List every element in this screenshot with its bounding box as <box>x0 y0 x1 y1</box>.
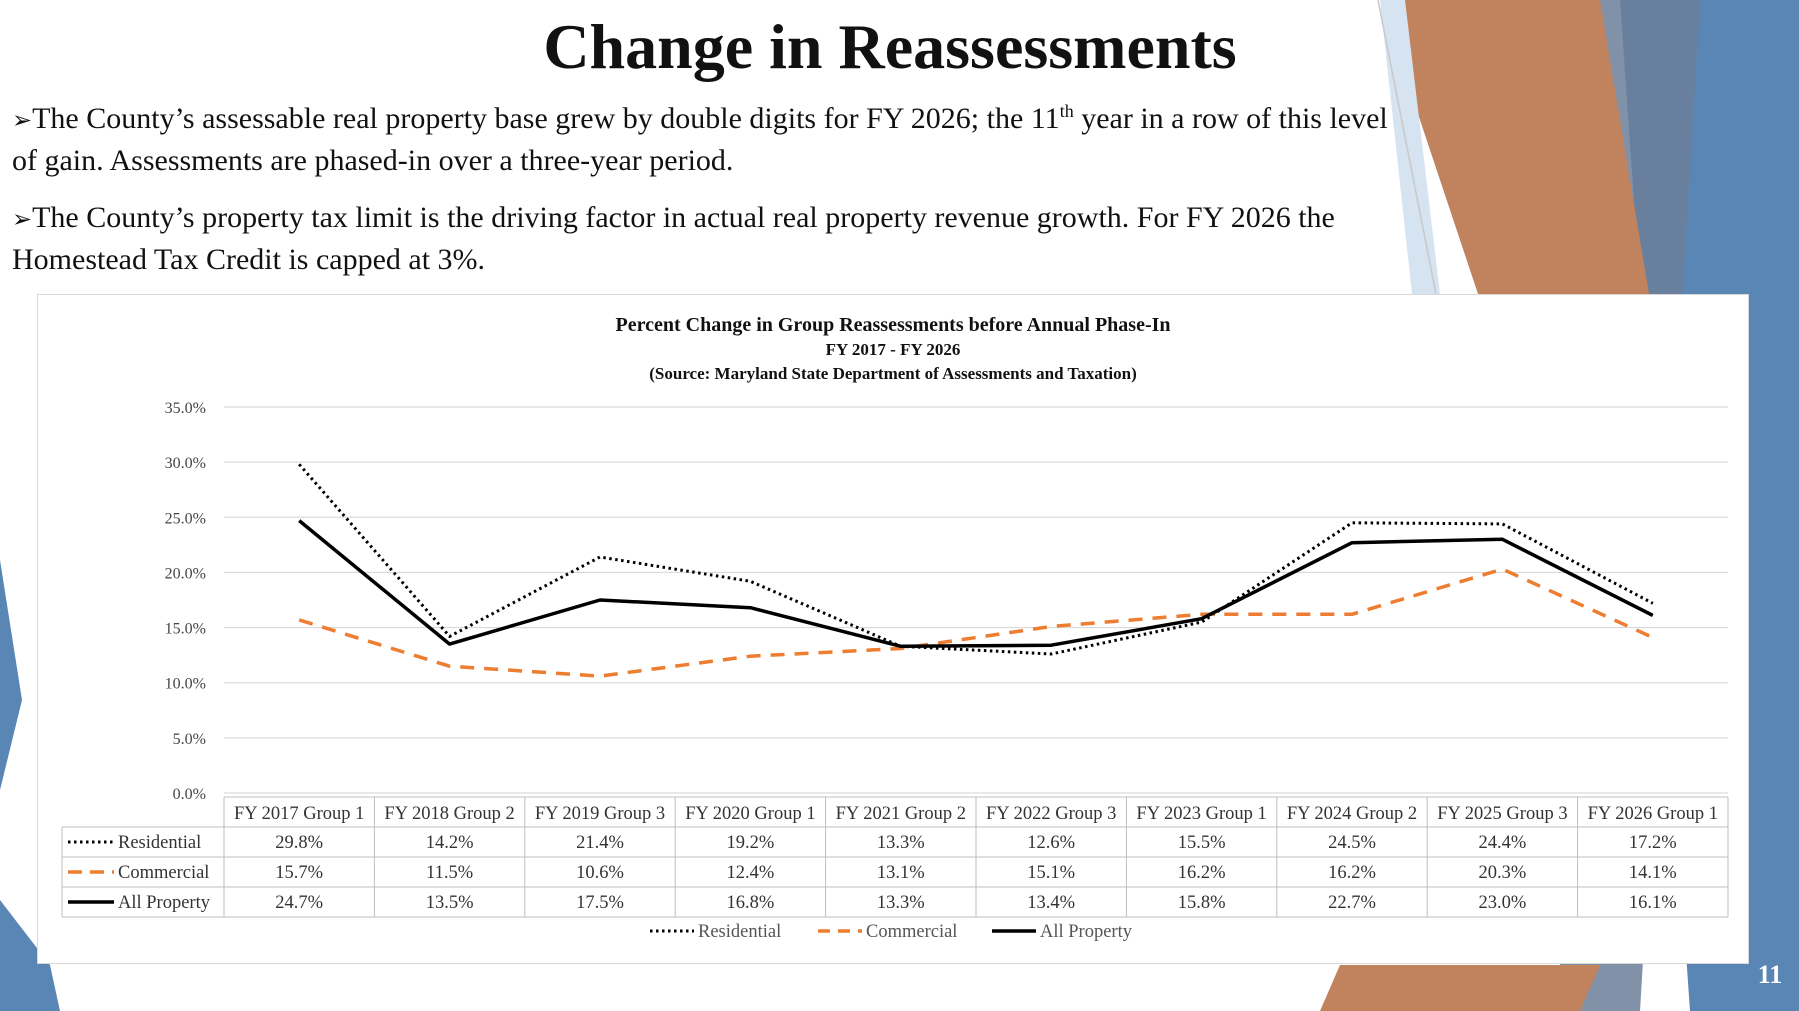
table-cell: 23.0% <box>1479 893 1527 913</box>
deco-blue-left-mid <box>0 560 22 790</box>
series-line-commercial <box>298 567 1654 678</box>
x-category-label: FY 2020 Group 1 <box>685 804 815 824</box>
y-tick-label: 0.0% <box>173 786 206 803</box>
bullet-assessable-base: ➢The County’s assessable real property b… <box>12 99 1412 180</box>
bullet-1-text-start: The County’s assessable real property ba… <box>32 102 1060 135</box>
table-cell: 13.5% <box>426 893 474 913</box>
legend-label: Residential <box>698 922 781 942</box>
table-row-label: Residential <box>118 833 201 853</box>
chart-subtitle: FY 2017 - FY 2026 <box>826 340 961 359</box>
table-cell: 12.6% <box>1027 833 1075 853</box>
table-cell: 29.8% <box>275 833 323 853</box>
reassessment-line-chart: Percent Change in Group Reassessments be… <box>61 314 1729 942</box>
y-tick-label: 20.0% <box>165 565 206 582</box>
series-line-all-property <box>298 519 1654 649</box>
chart-panel: Percent Change in Group Reassessments be… <box>37 294 1749 964</box>
table-cell: 13.3% <box>877 893 925 913</box>
table-cell: 10.6% <box>576 863 624 883</box>
table-cell: 24.7% <box>275 893 323 913</box>
x-category-label: FY 2019 Group 3 <box>535 804 665 824</box>
table-cell: 24.5% <box>1328 833 1376 853</box>
y-tick-label: 10.0% <box>165 676 206 693</box>
legend-label: All Property <box>1040 922 1133 942</box>
bullet-1-superscript: th <box>1059 101 1074 121</box>
y-tick-label: 30.0% <box>165 455 206 472</box>
table-cell: 15.5% <box>1178 833 1226 853</box>
x-category-label: FY 2026 Group 1 <box>1588 804 1718 824</box>
table-cell: 14.2% <box>426 833 474 853</box>
x-category-label: FY 2022 Group 3 <box>986 804 1116 824</box>
x-category-label: FY 2025 Group 3 <box>1437 804 1567 824</box>
y-tick-label: 15.0% <box>165 621 206 638</box>
table-cell: 13.4% <box>1027 893 1075 913</box>
table-cell: 19.2% <box>727 833 775 853</box>
table-cell: 13.3% <box>877 833 925 853</box>
y-tick-label: 25.0% <box>165 510 206 527</box>
table-cell: 24.4% <box>1479 833 1527 853</box>
table-row-label: All Property <box>118 893 211 913</box>
table-row-label: Commercial <box>118 863 209 883</box>
bullet-2-text: The County’s property tax limit is the d… <box>12 201 1335 276</box>
table-cell: 14.1% <box>1629 863 1677 883</box>
bullet-1-text-end: year in a row of this level of gain. Ass… <box>12 102 1388 177</box>
table-cell: 12.4% <box>727 863 775 883</box>
x-category-label: FY 2017 Group 1 <box>234 804 364 824</box>
deco-blue-left-bottom <box>0 900 60 1011</box>
bullet-arrow-icon: ➢ <box>12 207 33 233</box>
y-tick-label: 5.0% <box>173 731 206 748</box>
y-tick-label: 35.0% <box>165 400 206 417</box>
chart-source: (Source: Maryland State Department of As… <box>649 364 1137 383</box>
slide-number: 11 <box>1757 960 1783 989</box>
table-cell: 17.5% <box>576 893 624 913</box>
x-category-label: FY 2021 Group 2 <box>836 804 966 824</box>
table-cell: 16.1% <box>1629 893 1677 913</box>
x-category-label: FY 2018 Group 2 <box>384 804 514 824</box>
legend-label: Commercial <box>866 922 957 942</box>
slide-title: Change in Reassessments <box>543 11 1237 82</box>
table-cell: 16.2% <box>1328 863 1376 883</box>
x-category-label: FY 2024 Group 2 <box>1287 804 1417 824</box>
table-cell: 16.8% <box>727 893 775 913</box>
deco-thin-line <box>1377 0 1437 295</box>
x-category-label: FY 2023 Group 1 <box>1136 804 1266 824</box>
table-cell: 15.7% <box>275 863 323 883</box>
table-cell: 13.1% <box>877 863 925 883</box>
table-cell: 11.5% <box>426 863 473 883</box>
bullet-tax-limit: ➢The County’s property tax limit is the … <box>12 198 1412 279</box>
bullet-arrow-icon: ➢ <box>12 108 33 134</box>
table-cell: 17.2% <box>1629 833 1677 853</box>
deco-orange-stripe-bottom <box>1320 965 1600 1011</box>
table-cell: 21.4% <box>576 833 624 853</box>
table-cell: 22.7% <box>1328 893 1376 913</box>
chart-title: Percent Change in Group Reassessments be… <box>615 314 1170 336</box>
table-cell: 20.3% <box>1479 863 1527 883</box>
deco-orange-stripe-top <box>1380 0 1650 300</box>
deco-light-sliver <box>1380 0 1440 294</box>
table-cell: 15.8% <box>1178 893 1226 913</box>
series-line-residential <box>298 463 1654 656</box>
table-cell: 15.1% <box>1027 863 1075 883</box>
table-cell: 16.2% <box>1178 863 1226 883</box>
